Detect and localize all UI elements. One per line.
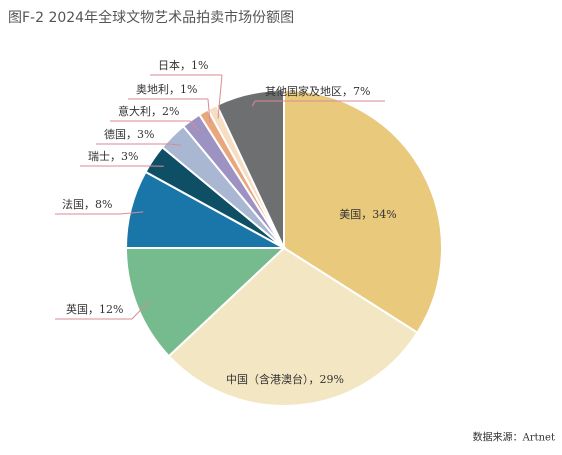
slice-label: 德国，3% [104,127,154,141]
category-label: 法国 [62,197,84,211]
value-label: 8% [95,198,112,211]
slice-label: 日本，1% [158,58,208,72]
leader-line [251,100,385,107]
category-label: 中国（含港澳台） [226,372,309,386]
label-separator: ， [361,208,372,221]
category-label: 意大利 [118,104,151,118]
leader-line [128,98,211,123]
chart-title: 图F-2 2024年全球文物艺术品拍卖市场份额图 [8,9,294,26]
leader-line [150,74,223,119]
leader-line [110,120,199,131]
value-label: 34% [372,208,396,221]
slice-label: 法国，8% [62,197,112,211]
label-separator: ， [88,303,99,316]
value-label: 1% [191,59,208,72]
pie [124,88,443,407]
label-separator: ， [342,85,353,98]
slice-label: 意大利，2% [118,104,179,118]
slice-label: 中国（含港澳台），29% [226,372,344,386]
slice-label: 英国，12% [66,302,123,316]
value-label: 12% [99,303,123,316]
label-separator: ， [84,198,95,211]
source: 数据来源：Artnet [473,431,555,444]
label-separator: ， [126,128,137,141]
category-label: 德国 [104,127,126,141]
category-label: 奥地利 [136,82,169,96]
label-separator: ， [110,150,121,163]
category-label: 其他国家及地区 [265,84,342,98]
value-label: 29% [320,373,344,386]
leader-line [96,143,182,146]
value-label: 3% [121,150,138,163]
slice-label: 奥地利，1% [136,82,197,96]
value-label: 1% [180,83,197,96]
label-separator: ， [151,105,162,118]
category-label: 瑞士 [88,149,110,163]
label-separator: ， [169,83,180,96]
value-label: 2% [162,105,179,118]
pie-slice [124,247,287,358]
slice-label: 其他国家及地区，7% [265,84,370,98]
slice-label: 美国，34% [339,208,396,221]
category-label: 英国 [66,302,88,316]
value-label: 7% [353,85,370,98]
slice-label: 瑞士，3% [88,149,138,163]
leader-line [55,301,150,320]
leader-line [55,211,144,215]
value-label: 3% [137,128,154,141]
category-label: 美国 [339,208,361,221]
pie-slice [215,88,285,249]
label-separator: ， [309,373,320,386]
label-separator: ， [180,59,191,72]
category-label: 日本 [158,58,180,72]
pie-slice [167,246,419,407]
